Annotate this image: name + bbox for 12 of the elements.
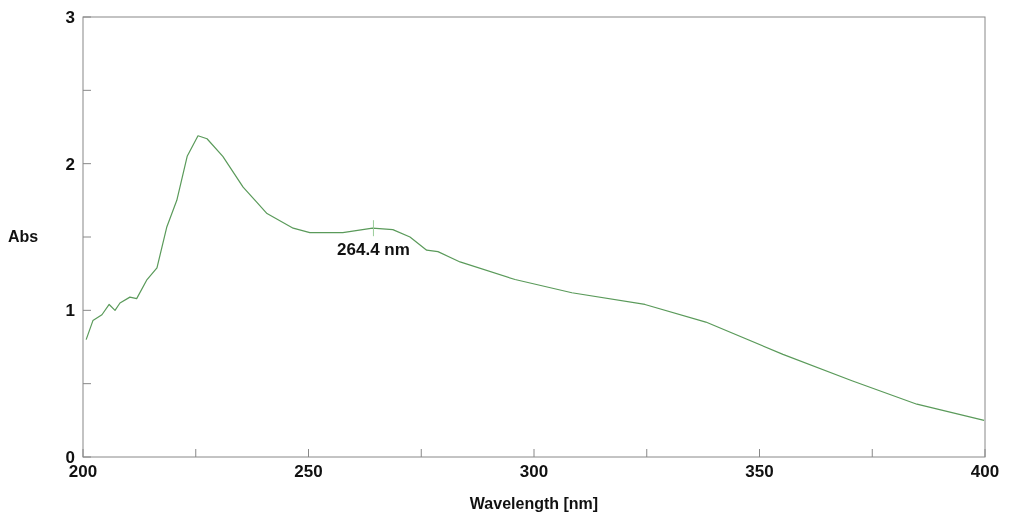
x-tick-label: 250 <box>294 462 323 481</box>
x-tick-label: 400 <box>970 462 1000 481</box>
y-tick-label: 3 <box>65 7 75 27</box>
y-tick-label: 2 <box>65 154 75 174</box>
y-tick-label: 1 <box>65 301 75 321</box>
x-tick-label: 300 <box>519 462 549 481</box>
y-axis-title: Abs <box>8 228 39 245</box>
x-tick-label: 350 <box>745 462 774 481</box>
x-tick-label: 200 <box>68 462 98 481</box>
line-series <box>85 135 985 421</box>
annotation: 264.4 nm <box>337 240 410 260</box>
x-axis-title: Wavelength [nm] <box>469 495 599 512</box>
